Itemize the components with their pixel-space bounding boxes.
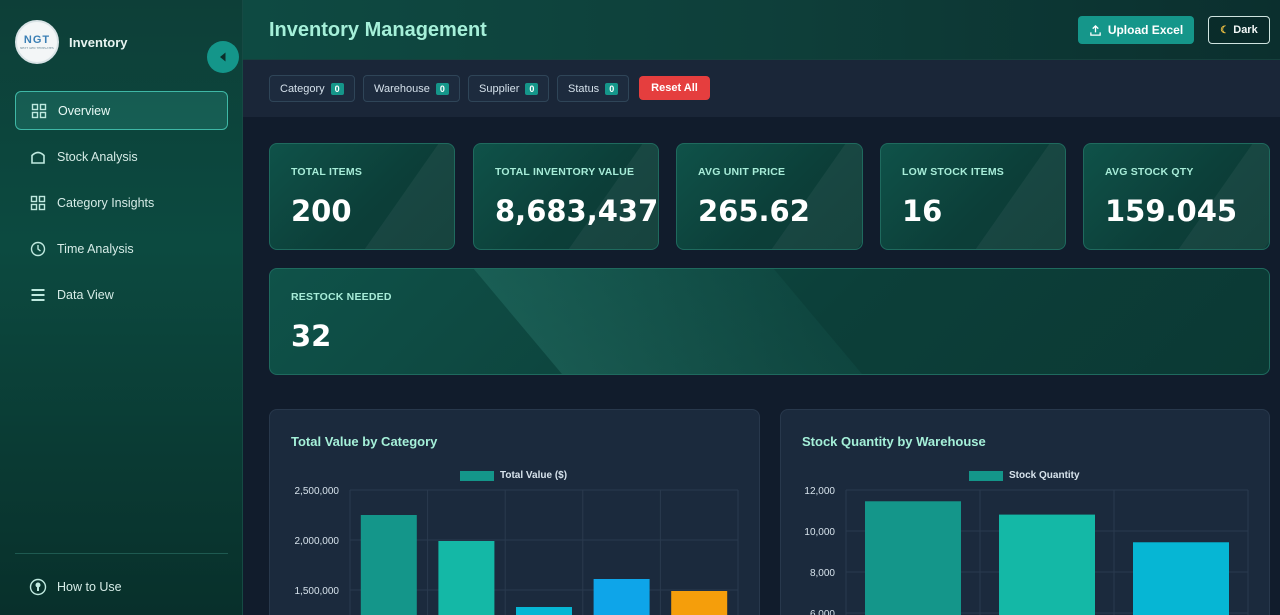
bar[interactable] [593, 579, 650, 615]
kpi-label: TOTAL ITEMS [291, 166, 363, 178]
kpi-card-total-inventory-value: TOTAL INVENTORY VALUE 8,683,437 [473, 143, 659, 250]
kpi-label: RESTOCK NEEDED [291, 291, 392, 303]
kpi-value: 8,683,437 [495, 194, 659, 228]
filter-category[interactable]: Category 0 [269, 75, 355, 102]
legend-swatch [460, 470, 494, 481]
logo-text: NGT [23, 33, 51, 46]
sidebar-nav: Overview Stock Analysis Category Insight… [15, 91, 228, 321]
main-content: TOTAL ITEMS 200 TOTAL INVENTORY VALUE 8,… [243, 117, 1280, 615]
sidebar-item-label: Stock Analysis [57, 149, 138, 164]
filter-bar: Category 0 Warehouse 0 Supplier 0 Status… [243, 60, 1280, 117]
help-icon [29, 578, 47, 596]
kpi-value: 16 [902, 194, 943, 228]
sidebar-item-label: Category Insights [57, 195, 155, 210]
filter-count-badge: 0 [605, 82, 619, 95]
filter-status[interactable]: Status 0 [557, 75, 630, 102]
upload-excel-button[interactable]: Upload Excel [1078, 16, 1194, 44]
legend-label: Stock Quantity [1009, 470, 1080, 481]
moon-icon: ☾ [1220, 24, 1230, 36]
sidebar-divider [15, 553, 228, 554]
kpi-value: 200 [291, 194, 352, 228]
y-tick-label: 6,000 [810, 609, 835, 615]
upload-excel-label: Upload Excel [1107, 23, 1184, 37]
theme-toggle-label: Dark [1233, 24, 1258, 36]
sidebar-item-category-insights[interactable]: Category Insights [15, 183, 228, 222]
filter-label: Status [568, 82, 600, 95]
filter-count-badge: 0 [435, 82, 449, 95]
y-tick-label: 8,000 [810, 568, 835, 579]
bar-chart-value-by-category: 2,500,000 2,000,000 1,500,000 [295, 486, 739, 615]
y-tick-label: 12,000 [804, 486, 835, 497]
kpi-value: 265.62 [698, 194, 810, 228]
reset-all-button[interactable]: Reset All [639, 76, 710, 100]
sidebar: NGT NEXT GEN TEMPLATES Inventory Overvie… [0, 0, 243, 615]
bar[interactable] [1133, 542, 1229, 615]
filter-label: Category [280, 82, 325, 95]
bar[interactable] [438, 541, 495, 615]
kpi-value: 32 [291, 319, 332, 353]
filter-label: Warehouse [374, 82, 430, 95]
upload-icon [1090, 24, 1101, 36]
kpi-card-total-items: TOTAL ITEMS 200 [269, 143, 455, 250]
chart-legend[interactable]: Stock Quantity [969, 470, 1080, 481]
bar-chart-stock-by-warehouse: 12,000 10,000 8,000 6,000 [804, 486, 1249, 615]
sidebar-item-label: Overview [58, 103, 111, 118]
sidebar-item-time-analysis[interactable]: Time Analysis [15, 229, 228, 268]
how-to-use-label: How to Use [57, 580, 122, 594]
sidebar-item-label: Time Analysis [57, 241, 134, 256]
kpi-card-avg-stock-qty: AVG STOCK QTY 159.045 [1083, 143, 1270, 250]
brand-name: Inventory [69, 34, 128, 50]
grid-icon [30, 102, 48, 120]
chart-panel-stock-by-warehouse: Stock Quantity by Warehouse Stock Quanti… [780, 409, 1270, 615]
sidebar-item-label: Data View [57, 287, 114, 302]
how-to-use-link[interactable]: How to Use [29, 578, 122, 596]
theme-toggle-button[interactable]: ☾ Dark [1208, 16, 1270, 44]
y-tick-label: 1,500,000 [295, 586, 340, 597]
top-header: Inventory Management Upload Excel ☾ Dark [243, 0, 1280, 60]
bar[interactable] [999, 514, 1095, 615]
logo: NGT NEXT GEN TEMPLATES [15, 20, 59, 64]
sidebar-item-data-view[interactable]: Data View [15, 275, 228, 314]
bar[interactable] [865, 501, 961, 615]
kpi-card-restock-needed: RESTOCK NEEDED 32 [269, 268, 1270, 375]
clock-icon [29, 240, 47, 258]
filter-label: Supplier [479, 82, 520, 95]
legend-swatch [969, 470, 1003, 481]
grid-icon [29, 194, 47, 212]
legend-label: Total Value ($) [500, 470, 568, 481]
sidebar-item-stock-analysis[interactable]: Stock Analysis [15, 137, 228, 176]
filter-warehouse[interactable]: Warehouse 0 [363, 75, 460, 102]
bar[interactable] [516, 607, 572, 615]
kpi-label: LOW STOCK ITEMS [902, 166, 1004, 178]
y-tick-label: 2,500,000 [295, 486, 340, 497]
kpi-label: AVG UNIT PRICE [698, 166, 786, 178]
chart-panel-value-by-category: Total Value by Category Total Value ($) … [269, 409, 760, 615]
logo-subtext: NEXT GEN TEMPLATES [20, 45, 54, 50]
bar[interactable] [360, 515, 417, 615]
chart-title: Stock Quantity by Warehouse [802, 434, 986, 449]
page-title: Inventory Management [269, 19, 487, 41]
kpi-card-avg-unit-price: AVG UNIT PRICE 265.62 [676, 143, 863, 250]
y-tick-label: 10,000 [804, 527, 835, 538]
sidebar-item-overview[interactable]: Overview [15, 91, 228, 130]
chevron-left-icon [220, 52, 226, 62]
filter-count-badge: 0 [525, 82, 539, 95]
kpi-label: TOTAL INVENTORY VALUE [495, 166, 635, 178]
y-tick-label: 2,000,000 [295, 536, 340, 547]
home-icon [29, 148, 47, 166]
kpi-card-low-stock-items: LOW STOCK ITEMS 16 [880, 143, 1066, 250]
kpi-label: AVG STOCK QTY [1105, 166, 1194, 178]
bar[interactable] [671, 591, 728, 615]
kpi-value: 159.045 [1105, 194, 1238, 228]
filter-supplier[interactable]: Supplier 0 [468, 75, 550, 102]
sidebar-collapse-button[interactable] [207, 41, 239, 73]
filter-count-badge: 0 [330, 82, 344, 95]
chart-legend[interactable]: Total Value ($) [460, 470, 567, 481]
brand[interactable]: NGT NEXT GEN TEMPLATES Inventory [15, 20, 128, 64]
chart-title: Total Value by Category [291, 434, 438, 449]
list-icon [29, 286, 47, 304]
